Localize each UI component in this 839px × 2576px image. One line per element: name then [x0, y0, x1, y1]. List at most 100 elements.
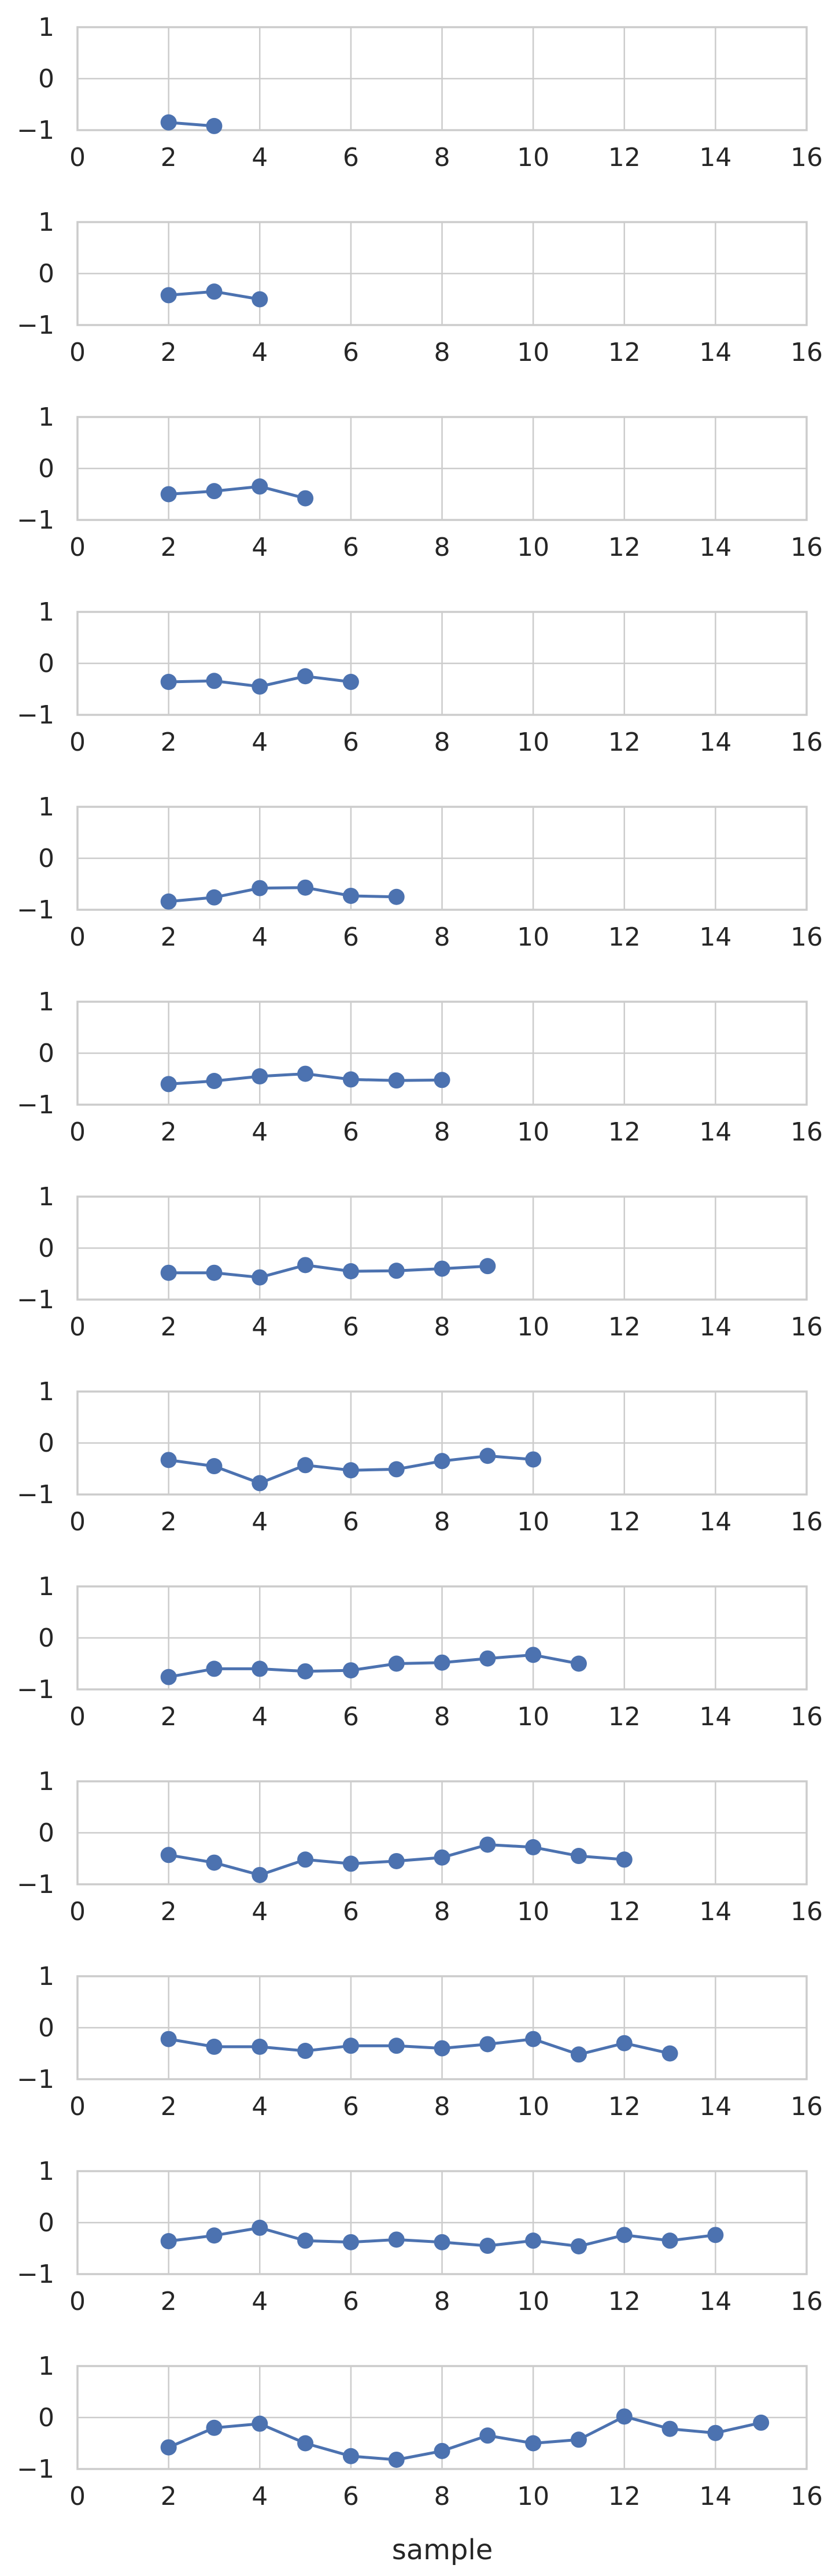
data-point: [342, 2038, 359, 2054]
data-point: [297, 490, 314, 507]
data-point: [661, 2420, 678, 2437]
y-tick-label: 0: [38, 1429, 54, 1458]
x-tick-label: 2: [161, 2092, 177, 2121]
data-point: [570, 1848, 587, 1865]
y-tick-label: 1: [38, 987, 54, 1017]
plot-frame: [76, 1195, 808, 1301]
data-point: [206, 2038, 223, 2055]
data-point: [388, 888, 405, 905]
data-point: [206, 2419, 223, 2436]
data-point: [297, 1065, 314, 1082]
x-tick-label: 12: [608, 2287, 641, 2316]
x-tick-label: 6: [343, 1702, 359, 1732]
x-tick-label: 0: [69, 338, 86, 367]
x-axis-label: sample: [392, 2534, 493, 2566]
data-point: [297, 2232, 314, 2249]
x-tick-label: 10: [517, 1312, 549, 1342]
x-tick-label: 14: [699, 728, 731, 757]
data-point: [206, 483, 223, 500]
x-tick-label: 12: [608, 1702, 641, 1732]
data-point: [388, 2038, 405, 2054]
x-tick-label: 16: [790, 1117, 823, 1147]
x-tick-label: 0: [69, 2482, 86, 2511]
y-tick-label: −1: [17, 311, 54, 340]
data-point: [206, 2227, 223, 2244]
data-point: [160, 287, 177, 304]
data-point: [525, 1839, 542, 1855]
y-tick-label: 0: [38, 649, 54, 678]
plot-frame: [76, 611, 808, 716]
x-tick-label: 14: [699, 2287, 731, 2316]
y-tick-label: 0: [38, 2208, 54, 2238]
data-point: [388, 1072, 405, 1089]
data-point: [297, 668, 314, 685]
data-point: [206, 1264, 223, 1281]
x-tick-label: 0: [69, 2092, 86, 2121]
x-tick-label: 6: [343, 338, 359, 367]
y-tick-label: 1: [38, 1182, 54, 1212]
plot-frame: [76, 806, 808, 911]
x-tick-label: 14: [699, 338, 731, 367]
x-tick-label: 12: [608, 533, 641, 562]
data-point: [434, 1849, 450, 1866]
data-point: [434, 1654, 450, 1671]
plot-frame: [76, 1975, 808, 2080]
data-point: [160, 674, 177, 691]
x-tick-label: 0: [69, 533, 86, 562]
data-point: [297, 1257, 314, 1274]
x-tick-label: 10: [517, 1702, 549, 1732]
x-tick-label: 0: [69, 1117, 86, 1147]
data-point: [160, 1076, 177, 1093]
data-point: [388, 1461, 405, 1478]
x-tick-label: 8: [434, 2482, 450, 2511]
x-tick-label: 0: [69, 1312, 86, 1342]
data-point: [206, 283, 223, 300]
data-point: [525, 2435, 542, 2452]
x-tick-label: 16: [790, 143, 823, 172]
x-tick-label: 2: [161, 2482, 177, 2511]
x-tick-label: 0: [69, 1897, 86, 1927]
x-tick-label: 10: [517, 2482, 549, 2511]
data-point: [616, 2408, 633, 2425]
data-point: [753, 2414, 770, 2431]
data-point: [388, 1263, 405, 1279]
data-point: [525, 2031, 542, 2047]
data-point: [707, 2424, 724, 2441]
x-tick-label: 14: [699, 1312, 731, 1342]
x-tick-label: 2: [161, 338, 177, 367]
data-point: [342, 1855, 359, 1872]
data-point: [479, 2238, 496, 2254]
data-point: [525, 2232, 542, 2249]
y-tick-label: 1: [38, 1767, 54, 1796]
x-tick-label: 12: [608, 922, 641, 952]
data-point: [252, 1866, 268, 1883]
data-point: [160, 1264, 177, 1281]
data-point: [342, 2234, 359, 2250]
data-point: [342, 887, 359, 904]
x-tick-label: 8: [434, 1507, 450, 1537]
x-tick-label: 16: [790, 1507, 823, 1537]
data-point: [342, 1462, 359, 1479]
x-tick-label: 8: [434, 1117, 450, 1147]
x-tick-label: 2: [161, 728, 177, 757]
x-tick-label: 4: [252, 533, 268, 562]
data-point: [434, 1453, 450, 1470]
x-tick-label: 16: [790, 728, 823, 757]
data-point: [252, 2219, 268, 2236]
x-tick-label: 12: [608, 728, 641, 757]
data-point: [252, 678, 268, 695]
data-point: [434, 2040, 450, 2057]
x-tick-label: 2: [161, 1702, 177, 1732]
y-tick-label: 1: [38, 597, 54, 627]
x-tick-label: 8: [434, 1897, 450, 1927]
data-point: [342, 1662, 359, 1679]
x-tick-label: 2: [161, 1312, 177, 1342]
data-point: [661, 2045, 678, 2062]
x-tick-label: 4: [252, 1507, 268, 1537]
